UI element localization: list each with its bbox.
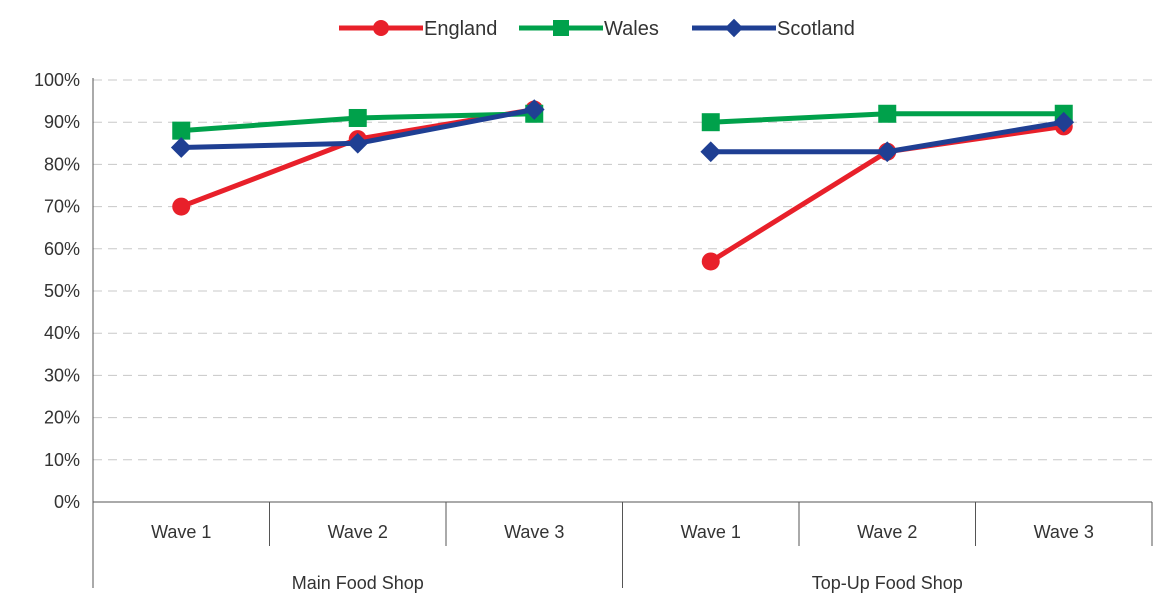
legend-marker-england — [373, 20, 389, 36]
data-point-england — [172, 197, 191, 216]
y-tick-label: 90% — [44, 112, 80, 132]
data-point-scotland — [170, 137, 192, 158]
group-label: Top-Up Food Shop — [812, 573, 963, 593]
x-tick-label: Wave 2 — [857, 522, 917, 542]
series-layer — [170, 99, 1075, 271]
legend-label: Scotland — [777, 18, 855, 40]
data-point-england — [701, 252, 720, 271]
legend-item-scotland: Scotland — [692, 18, 855, 40]
x-axis: Wave 1 Wave 2 Wave 3 Main Food Shop Wave 1 Wa… — [93, 501, 1153, 593]
x-tick-label: Wave 1 — [151, 522, 211, 542]
y-tick-label: 80% — [44, 154, 80, 174]
legend-marker-scotland — [724, 18, 744, 38]
series-england — [172, 100, 1073, 271]
y-tick-label: 50% — [44, 281, 80, 301]
data-point-scotland — [523, 99, 545, 120]
y-axis: 0% 10% 20% 30% 40% 50% 60% 70% 80% 90% 100% — [34, 70, 94, 588]
legend-label: England — [424, 18, 497, 40]
x-tick-label: Wave 2 — [328, 522, 388, 542]
y-tick-label: 10% — [44, 450, 80, 470]
y-tick-label: 40% — [44, 323, 80, 343]
legend-item-wales: Wales — [519, 18, 659, 40]
y-tick-label: 70% — [44, 197, 80, 217]
legend-label: Wales — [604, 18, 659, 40]
data-point-scotland — [347, 132, 369, 154]
y-tick-label: 30% — [44, 365, 80, 385]
legend-item-england: England — [339, 18, 497, 40]
group-label: Main Food Shop — [292, 573, 424, 593]
data-point-scotland — [1053, 111, 1075, 133]
data-point-scotland — [876, 141, 898, 163]
data-point-wales — [348, 108, 367, 127]
y-tick-label: 0% — [54, 492, 80, 512]
gridlines — [93, 79, 1152, 461]
data-point-wales — [701, 113, 720, 132]
y-tick-label: 100% — [34, 70, 80, 90]
legend-marker-wales — [553, 20, 569, 36]
x-tick-label: Wave 1 — [681, 522, 741, 542]
data-point-scotland — [700, 141, 722, 163]
y-tick-label: 60% — [44, 239, 80, 259]
x-tick-label: Wave 3 — [1034, 522, 1094, 542]
x-tick-label: Wave 3 — [504, 522, 564, 542]
data-point-wales — [172, 121, 191, 140]
data-point-wales — [878, 104, 897, 123]
legend: England Wales Scotland — [339, 18, 855, 40]
series-scotland — [170, 99, 1075, 163]
y-tick-label: 20% — [44, 408, 80, 428]
